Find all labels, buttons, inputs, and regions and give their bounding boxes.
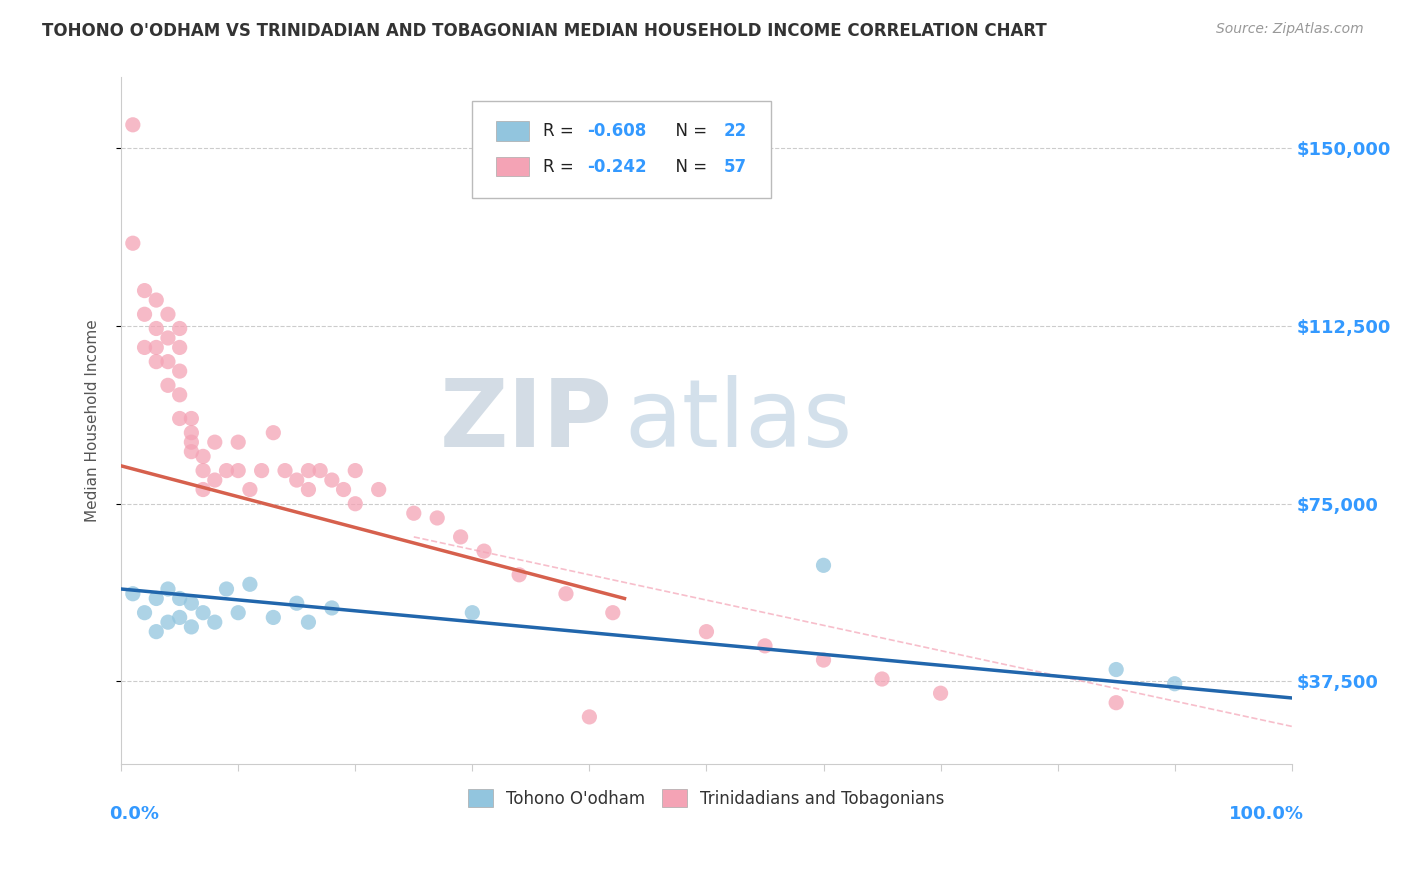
Point <box>285 473 308 487</box>
Point <box>169 364 191 378</box>
Point <box>239 483 262 497</box>
Point <box>180 620 202 634</box>
Point <box>344 497 367 511</box>
Point <box>813 653 835 667</box>
Point <box>226 606 249 620</box>
Point <box>134 307 156 321</box>
Point <box>145 293 167 307</box>
Point <box>472 544 495 558</box>
Point <box>145 341 167 355</box>
Point <box>813 558 835 573</box>
FancyBboxPatch shape <box>496 157 529 177</box>
Point <box>169 591 191 606</box>
Text: -0.242: -0.242 <box>588 158 647 176</box>
Point <box>450 530 472 544</box>
Point <box>145 354 167 368</box>
Point <box>156 615 179 629</box>
Point <box>121 236 143 251</box>
Point <box>191 450 214 464</box>
Point <box>156 582 179 596</box>
Point <box>555 587 578 601</box>
Text: atlas: atlas <box>624 375 853 467</box>
Point <box>461 606 484 620</box>
Point <box>121 118 143 132</box>
Point <box>180 444 202 458</box>
Point <box>262 425 284 440</box>
Point <box>297 483 319 497</box>
Point <box>602 606 624 620</box>
Point <box>285 596 308 610</box>
Point <box>239 577 262 591</box>
Point <box>156 331 179 345</box>
Point <box>180 435 202 450</box>
Point <box>332 483 354 497</box>
Point <box>121 587 143 601</box>
Text: Source: ZipAtlas.com: Source: ZipAtlas.com <box>1216 22 1364 37</box>
Text: 57: 57 <box>724 158 747 176</box>
Point <box>191 606 214 620</box>
Point <box>204 435 226 450</box>
Point <box>145 624 167 639</box>
Point <box>250 464 273 478</box>
Point <box>145 591 167 606</box>
Point <box>156 354 179 368</box>
Point <box>145 321 167 335</box>
Point <box>169 321 191 335</box>
Point <box>191 483 214 497</box>
Point <box>1105 696 1128 710</box>
Text: TOHONO O'ODHAM VS TRINIDADIAN AND TOBAGONIAN MEDIAN HOUSEHOLD INCOME CORRELATION: TOHONO O'ODHAM VS TRINIDADIAN AND TOBAGO… <box>42 22 1047 40</box>
Point <box>262 610 284 624</box>
Text: 100.0%: 100.0% <box>1229 805 1303 823</box>
Text: N =: N = <box>665 158 713 176</box>
Text: R =: R = <box>543 122 578 140</box>
Text: N =: N = <box>665 122 713 140</box>
Point <box>309 464 332 478</box>
Point <box>1105 663 1128 677</box>
Point <box>578 710 600 724</box>
Point <box>226 435 249 450</box>
FancyBboxPatch shape <box>496 121 529 141</box>
Point <box>134 284 156 298</box>
Point <box>215 464 238 478</box>
Point <box>134 341 156 355</box>
Point <box>191 464 214 478</box>
Point <box>180 596 202 610</box>
FancyBboxPatch shape <box>472 102 770 198</box>
Point <box>754 639 776 653</box>
Point <box>169 341 191 355</box>
Point <box>870 672 893 686</box>
Point <box>297 464 319 478</box>
Legend: Tohono O'odham, Trinidadians and Tobagonians: Tohono O'odham, Trinidadians and Tobagon… <box>461 783 952 814</box>
Text: R =: R = <box>543 158 578 176</box>
Point <box>215 582 238 596</box>
Point <box>169 388 191 402</box>
Text: 22: 22 <box>724 122 747 140</box>
Point <box>169 411 191 425</box>
Point <box>274 464 297 478</box>
Text: -0.608: -0.608 <box>588 122 647 140</box>
Point <box>402 506 425 520</box>
Text: 0.0%: 0.0% <box>110 805 159 823</box>
Point <box>156 307 179 321</box>
Point <box>226 464 249 478</box>
Point <box>426 511 449 525</box>
Point <box>169 610 191 624</box>
Point <box>204 615 226 629</box>
Point <box>929 686 952 700</box>
Point <box>508 567 530 582</box>
Point <box>134 606 156 620</box>
Point <box>180 425 202 440</box>
Text: ZIP: ZIP <box>440 375 613 467</box>
Point <box>1163 677 1185 691</box>
Point <box>204 473 226 487</box>
Point <box>297 615 319 629</box>
Y-axis label: Median Household Income: Median Household Income <box>86 319 100 522</box>
Point <box>367 483 389 497</box>
Point <box>321 473 343 487</box>
Point <box>156 378 179 392</box>
Point <box>321 601 343 615</box>
Point <box>344 464 367 478</box>
Point <box>695 624 717 639</box>
Point <box>180 411 202 425</box>
